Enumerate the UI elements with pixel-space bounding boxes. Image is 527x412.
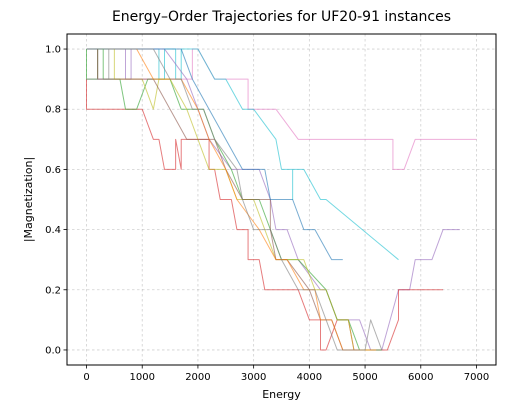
series-line-9 — [86, 48, 383, 351]
x-axis-label: Energy — [262, 388, 301, 401]
axis-ticks: 0 1000 2000 3000 4000 5000 6000 7000 0.0 0.2 0.4 0.… — [45, 45, 489, 383]
series-line-1 — [86, 48, 399, 261]
y-tick-label-2: 0.4 — [45, 225, 61, 236]
y-tick-label-3: 0.6 — [45, 165, 61, 176]
x-tick-label-7: 7000 — [464, 372, 489, 383]
y-tick-label-1: 0.2 — [45, 285, 61, 296]
y-tick-label-4: 0.8 — [45, 105, 61, 116]
x-tick-label-5: 5000 — [352, 372, 377, 383]
x-tick-label-3: 3000 — [241, 372, 266, 383]
x-tick-label-1: 1000 — [129, 372, 154, 383]
y-axis-label: |Magnetization| — [22, 157, 35, 242]
x-tick-label-2: 2000 — [185, 372, 210, 383]
chart-title: Energy–Order Trajectories for UF20-91 in… — [112, 9, 451, 25]
series-lines — [86, 48, 477, 351]
series-line-6 — [86, 48, 360, 351]
y-tick-label-5: 1.0 — [45, 45, 61, 56]
x-tick-label-6: 6000 — [408, 372, 433, 383]
series-line-8 — [86, 48, 343, 261]
y-tick-label-0: 0.0 — [45, 345, 61, 356]
plot-area-frame — [66, 33, 497, 366]
x-tick-label-0: 0 — [83, 372, 89, 383]
x-tick-label-4: 4000 — [297, 372, 322, 383]
